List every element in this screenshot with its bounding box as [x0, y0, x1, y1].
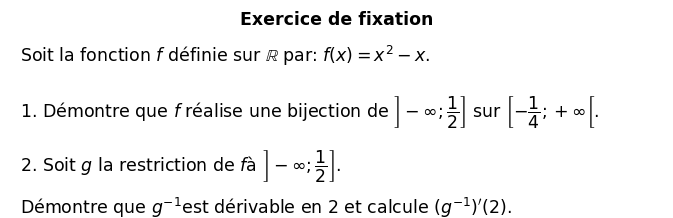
Text: Exercice de fixation: Exercice de fixation [240, 11, 433, 29]
Text: Soit la fonction $f$ définie sur $\mathbb{R}$ par: $f(x) = x^2 - x.$: Soit la fonction $f$ définie sur $\mathb… [20, 44, 431, 68]
Text: 1. Démontre que $f$ réalise une bijection de $\left]-\infty;\dfrac{1}{2}\right]$: 1. Démontre que $f$ réalise une bijectio… [20, 94, 600, 130]
Text: Démontre que $g^{-1}$est dérivable en 2 et calcule $(g^{-1})'(2).$: Démontre que $g^{-1}$est dérivable en 2 … [20, 196, 512, 218]
Text: 2. Soit $g$ la restriction de $f$à $\left]-\infty;\dfrac{1}{2}\right]$.: 2. Soit $g$ la restriction de $f$à $\lef… [20, 148, 342, 184]
